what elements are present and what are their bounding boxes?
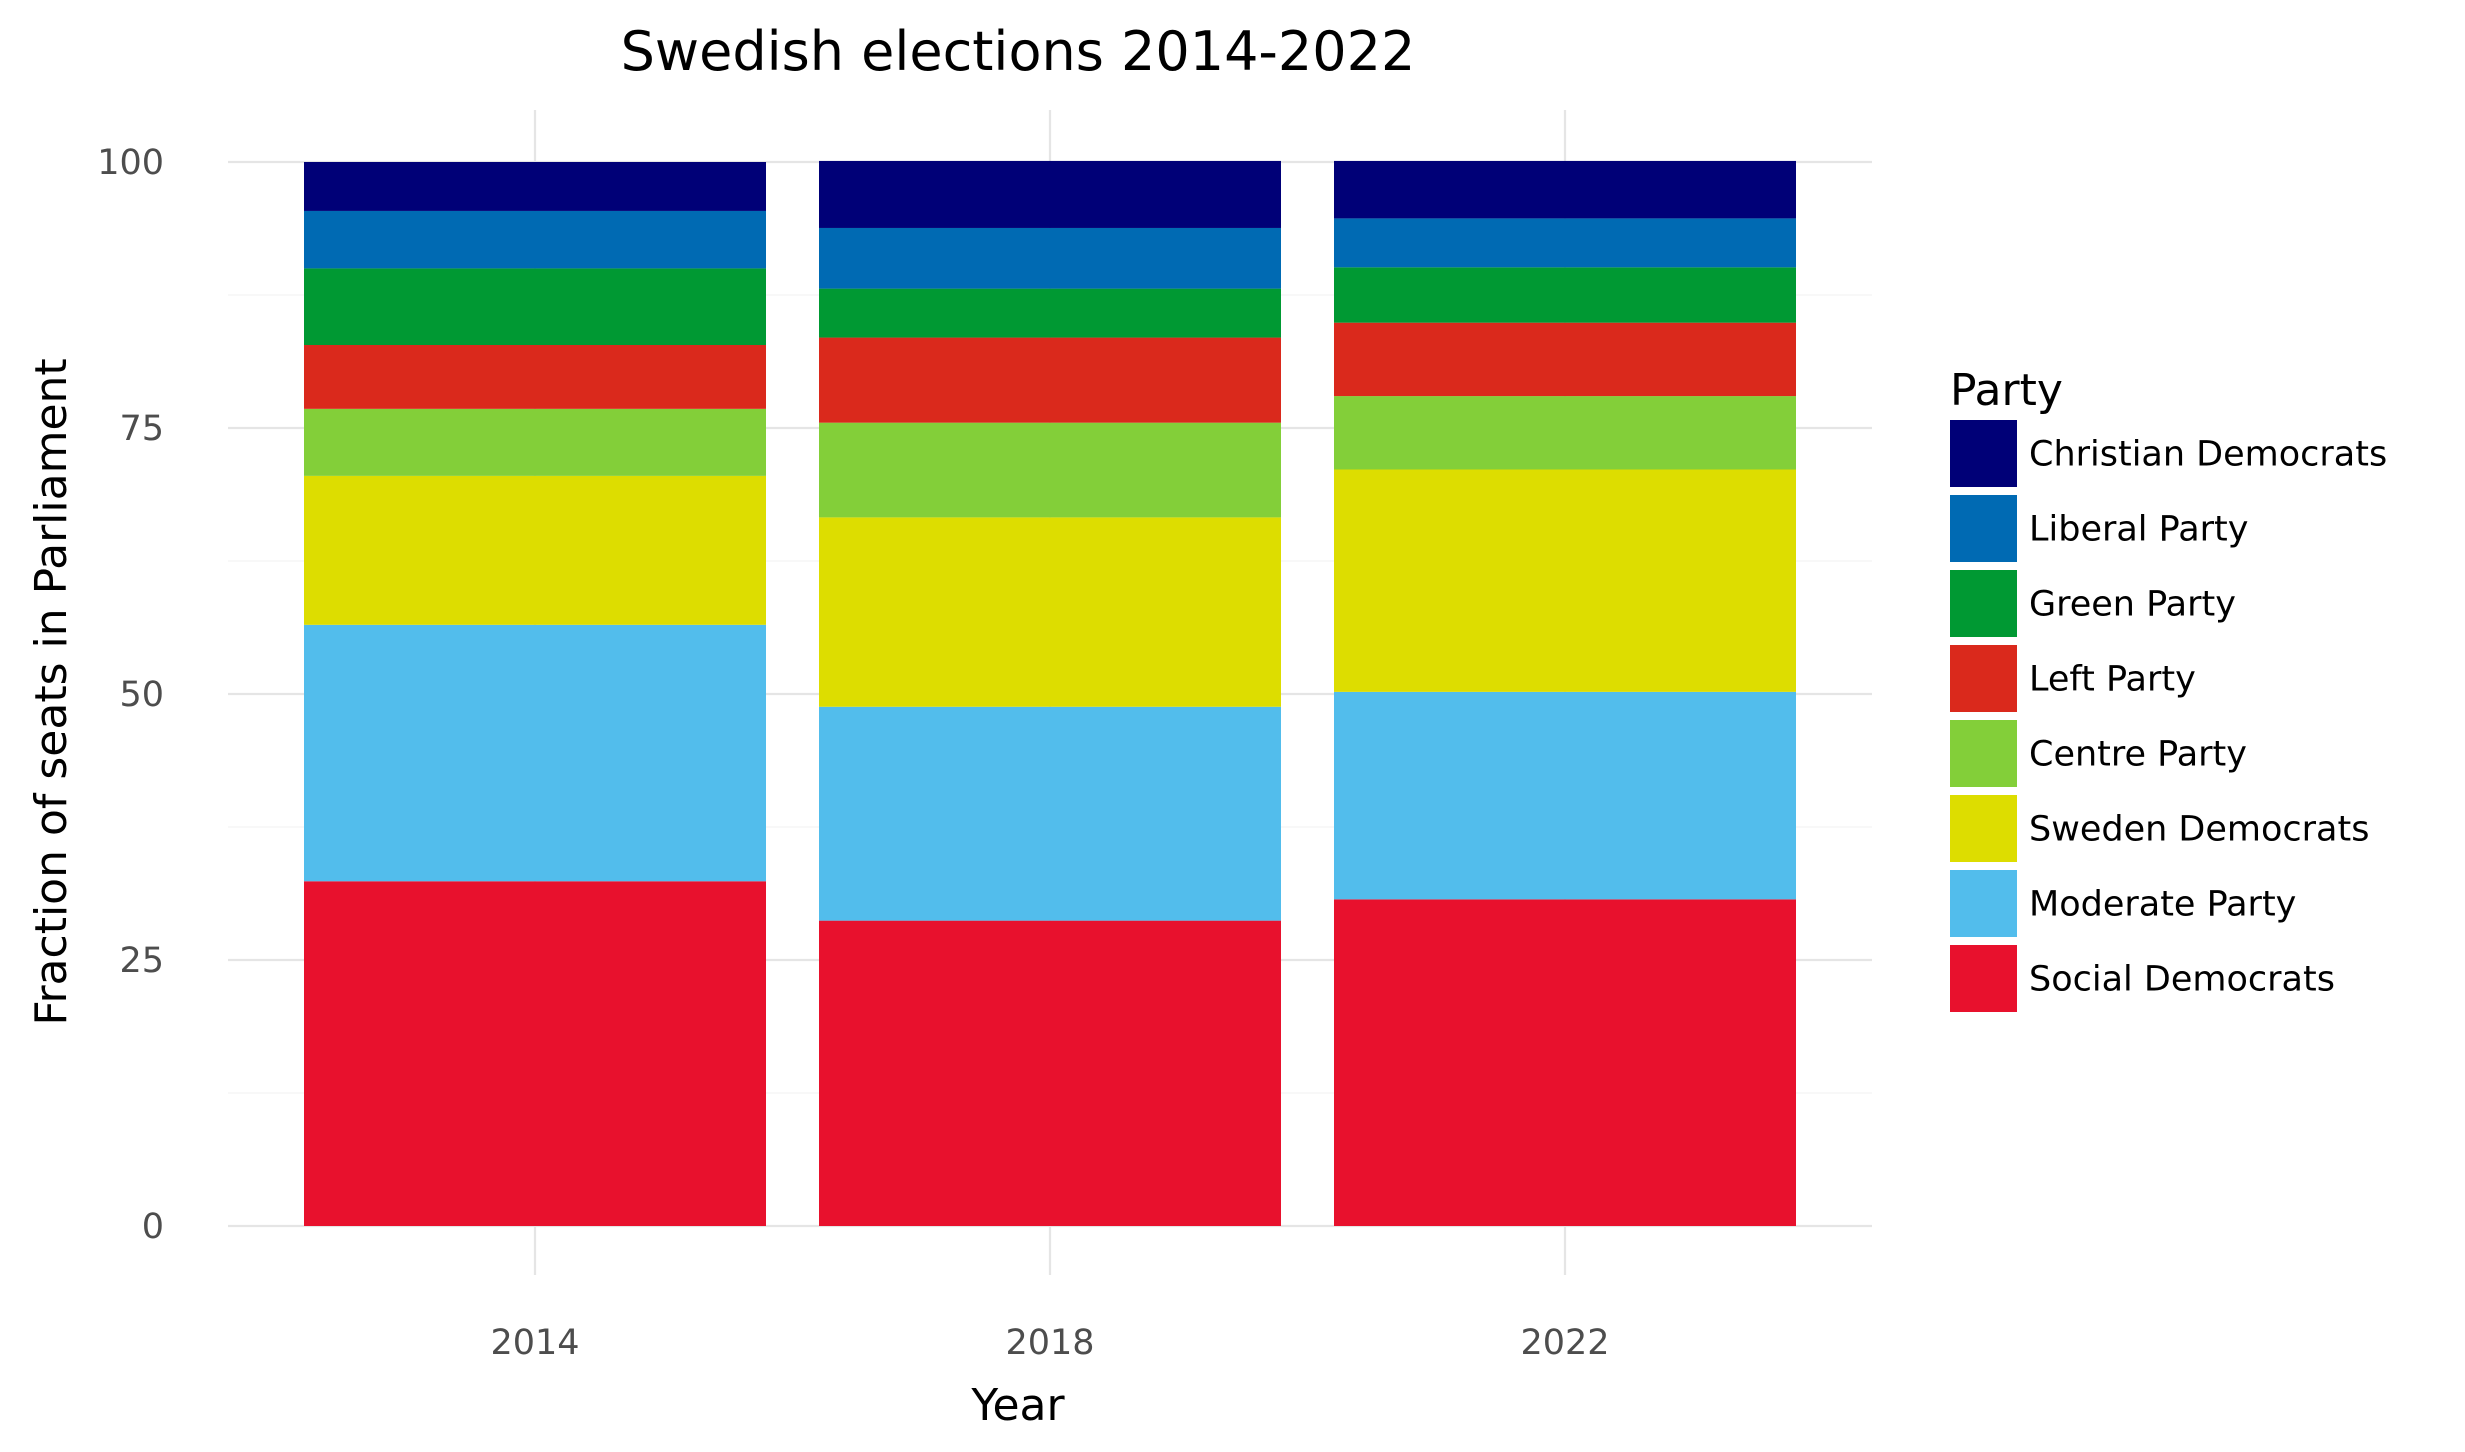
legend-label: Centre Party [2029,735,2247,775]
bar-segment [304,475,766,625]
legend-label: Green Party [2029,585,2236,625]
y-tick-label: 50 [119,675,164,715]
bar-segment [304,624,766,882]
legend-swatch [1950,870,2017,937]
bar-segment [304,408,766,476]
legend-label: Christian Democrats [2029,435,2387,475]
legend-swatch [1950,420,2017,487]
bar-segment [819,920,1281,1226]
bar-segment [1334,267,1796,323]
bar-segment [1334,899,1796,1226]
legend-swatch [1950,645,2017,712]
bar-segment [819,422,1281,518]
bars [304,160,1796,1226]
y-tick-label: 0 [142,1207,164,1247]
y-axis-ticks: 0 25 50 75 100 [97,143,164,1247]
legend-label: Left Party [2029,660,2196,700]
bar-segment [1334,396,1796,470]
bar-segment [304,268,766,346]
bar-segment [819,160,1281,228]
legend-swatch [1950,495,2017,562]
legend-label: Moderate Party [2029,885,2296,925]
bar-segment [819,706,1281,921]
legend-label: Sweden Democrats [2029,810,2369,850]
y-tick-label: 25 [119,941,164,981]
legend-title: Party [1950,365,2063,416]
bar-segment [304,345,766,409]
legend-swatch [1950,720,2017,787]
bar-segment [1334,322,1796,397]
legend-items: Christian Democrats Liberal Party Green Pa… [1950,420,2387,1012]
bar-segment [1334,691,1796,900]
legend-swatch [1950,570,2017,637]
bar-segment [819,288,1281,338]
bar-segment [304,881,766,1226]
x-tick-label: 2022 [1520,1323,1609,1363]
bar-segment [1334,160,1796,219]
bar-segment [819,227,1281,289]
bar-segment [304,210,766,269]
bar-segment [304,162,766,211]
chart-title: Swedish elections 2014-2022 [621,20,1416,83]
x-tick-label: 2014 [490,1323,579,1363]
y-tick-label: 75 [119,409,164,449]
bar-segment [819,517,1281,707]
bar-segment [1334,469,1796,692]
x-axis-ticks: 2014 2018 2022 [490,1323,1609,1363]
bar-segment [819,337,1281,423]
legend-swatch [1950,795,2017,862]
legend: Party Christian Democrats Liberal Party Gr… [1950,365,2387,1012]
bar-segment [1334,218,1796,268]
legend-label: Social Democrats [2029,960,2335,1000]
legend-label: Liberal Party [2029,510,2248,550]
y-tick-label: 100 [97,143,164,183]
legend-swatch [1950,945,2017,1012]
y-axis-title: Fraction of seats in Parliament [26,358,77,1025]
x-tick-label: 2018 [1005,1323,1094,1363]
x-axis-title: Year [970,1380,1065,1431]
